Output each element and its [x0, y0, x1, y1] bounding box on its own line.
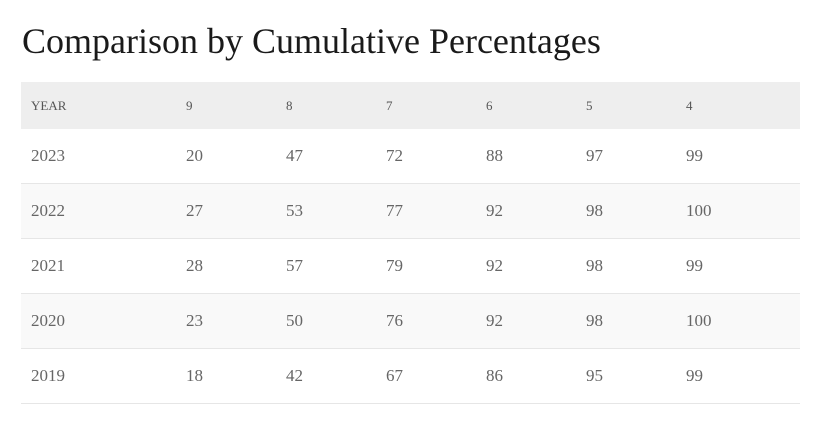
- table-cell: 92: [476, 238, 576, 294]
- table-row: 2021 28 57 79 92 98 99: [21, 238, 800, 294]
- column-header-grade-5: 5: [586, 97, 593, 113]
- table-cell: 97: [576, 129, 676, 184]
- table-row: 2023 20 47 72 88 97 99: [21, 129, 800, 184]
- table-cell: 76: [376, 293, 476, 349]
- table-cell: 88: [476, 129, 576, 184]
- table-cell: 72: [376, 129, 476, 184]
- column-header-year: YEAR: [31, 97, 67, 113]
- table-cell: 99: [676, 348, 800, 404]
- column-header-grade-9: 9: [186, 97, 193, 113]
- table-cell: 100: [676, 293, 800, 349]
- table-cell: 27: [176, 183, 276, 239]
- table-cell: 67: [376, 348, 476, 404]
- table-cell: 47: [276, 129, 376, 184]
- table-cell: 98: [576, 238, 676, 294]
- table-cell: 23: [176, 293, 276, 349]
- year-cell: 2019: [21, 348, 176, 404]
- year-cell: 2023: [21, 129, 176, 184]
- table-cell: 28: [176, 238, 276, 294]
- year-cell: 2021: [21, 238, 176, 294]
- table-cell: 42: [276, 348, 376, 404]
- column-header-grade-8: 8: [286, 97, 293, 113]
- table-cell: 92: [476, 293, 576, 349]
- table-cell: 77: [376, 183, 476, 239]
- table-cell: 98: [576, 183, 676, 239]
- table-cell: 99: [676, 238, 800, 294]
- table-cell: 100: [676, 183, 800, 239]
- table-cell: 95: [576, 348, 676, 404]
- cumulative-percentages-table: YEAR 9 8 7 6 5 4 2023 20 47 72 88 97 99 …: [21, 82, 800, 404]
- column-header-grade-7: 7: [386, 97, 393, 113]
- year-cell: 2022: [21, 183, 176, 239]
- table-cell: 57: [276, 238, 376, 294]
- table-cell: 92: [476, 183, 576, 239]
- table-cell: 79: [376, 238, 476, 294]
- table-cell: 98: [576, 293, 676, 349]
- page-title: Comparison by Cumulative Percentages: [22, 21, 601, 61]
- table-cell: 50: [276, 293, 376, 349]
- year-cell: 2020: [21, 293, 176, 349]
- column-header-grade-4: 4: [686, 97, 693, 113]
- column-header-grade-6: 6: [486, 97, 493, 113]
- table-cell: 53: [276, 183, 376, 239]
- table-row: 2022 27 53 77 92 98 100: [21, 183, 800, 239]
- table-cell: 86: [476, 348, 576, 404]
- table-cell: 18: [176, 348, 276, 404]
- table-header-row: YEAR 9 8 7 6 5 4: [21, 82, 800, 129]
- table-row: 2020 23 50 76 92 98 100: [21, 293, 800, 349]
- table-cell: 20: [176, 129, 276, 184]
- table-cell: 99: [676, 129, 800, 184]
- table-row: 2019 18 42 67 86 95 99: [21, 348, 800, 404]
